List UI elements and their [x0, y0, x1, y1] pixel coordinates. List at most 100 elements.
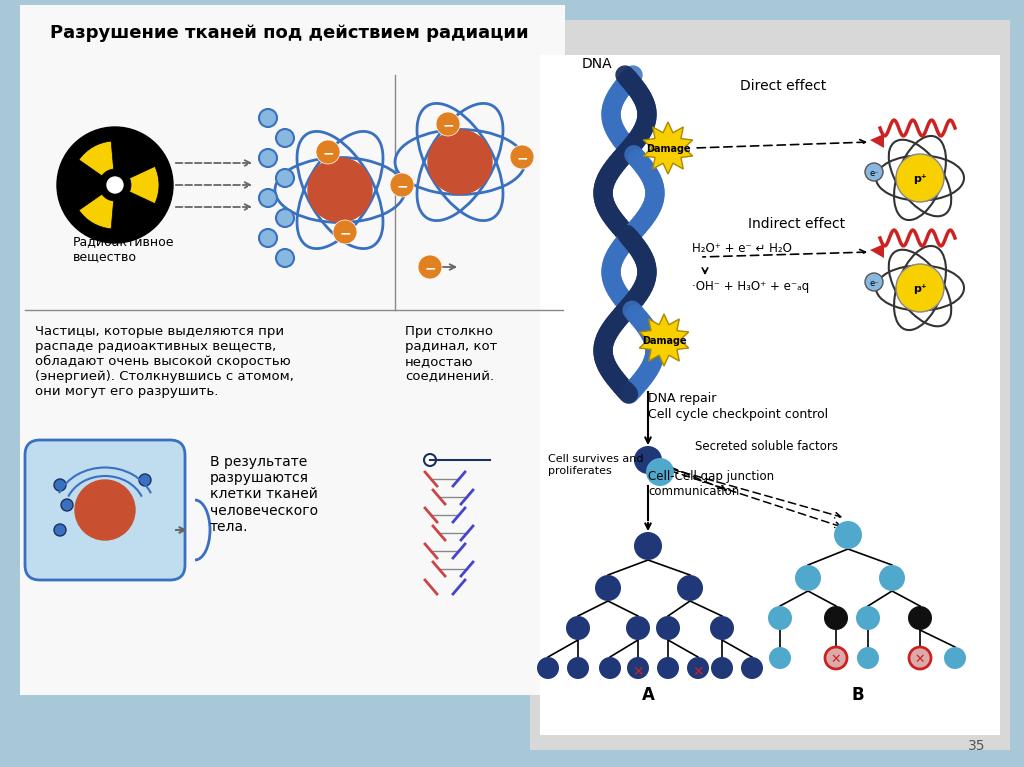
Text: A: A	[642, 686, 654, 704]
Text: ✕: ✕	[830, 653, 842, 666]
Text: Радиоактивное
вещество: Радиоактивное вещество	[73, 235, 174, 263]
Circle shape	[626, 616, 650, 640]
Circle shape	[741, 657, 763, 679]
Polygon shape	[639, 314, 689, 366]
Text: DNA: DNA	[582, 57, 612, 71]
FancyBboxPatch shape	[540, 55, 1000, 735]
Text: −: −	[424, 261, 436, 275]
Circle shape	[834, 521, 862, 549]
Circle shape	[316, 140, 340, 164]
Text: В результате
разрушаются
клетки тканей
человеческого
тела.: В результате разрушаются клетки тканей ч…	[210, 455, 318, 534]
Circle shape	[61, 499, 73, 511]
Circle shape	[566, 616, 590, 640]
Circle shape	[276, 209, 294, 227]
Text: DNA repair: DNA repair	[648, 392, 717, 405]
Circle shape	[418, 255, 442, 279]
Circle shape	[567, 657, 589, 679]
Circle shape	[259, 229, 278, 247]
Circle shape	[627, 657, 649, 679]
Circle shape	[857, 647, 879, 669]
Text: −: −	[323, 146, 334, 160]
Circle shape	[909, 647, 931, 669]
Text: p⁺: p⁺	[913, 174, 927, 184]
Wedge shape	[79, 141, 114, 176]
Text: ✕: ✕	[692, 665, 703, 679]
Text: −: −	[396, 179, 408, 193]
Text: −: −	[339, 226, 351, 240]
Circle shape	[424, 454, 436, 466]
Text: Damage: Damage	[646, 144, 690, 154]
Circle shape	[634, 532, 662, 560]
Circle shape	[390, 173, 414, 197]
Circle shape	[259, 109, 278, 127]
Circle shape	[428, 130, 492, 194]
Circle shape	[599, 657, 621, 679]
Text: H₂O⁺ + e⁻ ↵ H₂O: H₂O⁺ + e⁻ ↵ H₂O	[692, 242, 792, 255]
Text: e⁻: e⁻	[869, 278, 879, 288]
Text: Разрушение тканей под действием радиации: Разрушение тканей под действием радиации	[50, 24, 528, 42]
Text: Cell cycle checkpoint control: Cell cycle checkpoint control	[648, 408, 828, 421]
Text: Secreted soluble factors: Secreted soluble factors	[695, 440, 838, 453]
Circle shape	[795, 565, 821, 591]
Polygon shape	[643, 122, 692, 174]
Circle shape	[824, 606, 848, 630]
Circle shape	[333, 220, 357, 244]
Text: Damage: Damage	[642, 336, 686, 346]
Circle shape	[657, 657, 679, 679]
Circle shape	[656, 616, 680, 640]
Circle shape	[768, 606, 792, 630]
Wedge shape	[79, 194, 114, 229]
Circle shape	[865, 273, 883, 291]
Circle shape	[687, 657, 709, 679]
Circle shape	[896, 264, 944, 312]
Circle shape	[259, 189, 278, 207]
Circle shape	[856, 606, 880, 630]
Circle shape	[908, 606, 932, 630]
Circle shape	[677, 575, 703, 601]
Text: ·OH⁻ + H₃O⁺ + e⁻ₐq: ·OH⁻ + H₃O⁺ + e⁻ₐq	[692, 280, 809, 293]
Polygon shape	[870, 134, 884, 148]
Text: При столкно
радинал, кот
недостаю
соединений.: При столкно радинал, кот недостаю соедин…	[406, 325, 498, 383]
Circle shape	[825, 647, 847, 669]
FancyBboxPatch shape	[20, 5, 565, 695]
Wedge shape	[129, 166, 159, 203]
Text: 35: 35	[968, 739, 985, 753]
Text: ✕: ✕	[914, 653, 926, 666]
Circle shape	[276, 249, 294, 267]
Text: p⁺: p⁺	[913, 284, 927, 294]
Text: Cell-Cell gap junction
communication: Cell-Cell gap junction communication	[648, 470, 774, 498]
Circle shape	[276, 169, 294, 187]
Circle shape	[595, 575, 621, 601]
FancyBboxPatch shape	[530, 20, 1010, 750]
Circle shape	[944, 647, 966, 669]
Circle shape	[276, 129, 294, 147]
Circle shape	[510, 145, 534, 169]
Circle shape	[436, 112, 460, 136]
Circle shape	[710, 616, 734, 640]
Circle shape	[75, 480, 135, 540]
Circle shape	[865, 163, 883, 181]
Circle shape	[769, 647, 791, 669]
Text: Direct effect: Direct effect	[740, 79, 826, 93]
Text: e⁻: e⁻	[869, 169, 879, 177]
Circle shape	[537, 657, 559, 679]
Circle shape	[646, 458, 674, 486]
Text: −: −	[442, 118, 454, 132]
FancyBboxPatch shape	[25, 440, 185, 580]
Circle shape	[54, 479, 66, 491]
Circle shape	[101, 171, 129, 199]
Circle shape	[634, 446, 662, 474]
Circle shape	[879, 565, 905, 591]
Circle shape	[106, 177, 123, 193]
Text: Cell survives and
proliferates: Cell survives and proliferates	[548, 454, 643, 476]
Circle shape	[54, 524, 66, 536]
Circle shape	[308, 158, 372, 222]
Text: ✕: ✕	[632, 665, 644, 679]
Circle shape	[57, 127, 173, 243]
Circle shape	[139, 474, 151, 486]
Circle shape	[711, 657, 733, 679]
Polygon shape	[870, 244, 884, 258]
Text: Indirect effect: Indirect effect	[748, 217, 845, 231]
Text: −: −	[516, 151, 527, 165]
Text: Частицы, которые выделяются при
распаде радиоактивных веществ,
обладают очень вы: Частицы, которые выделяются при распаде …	[35, 325, 294, 398]
